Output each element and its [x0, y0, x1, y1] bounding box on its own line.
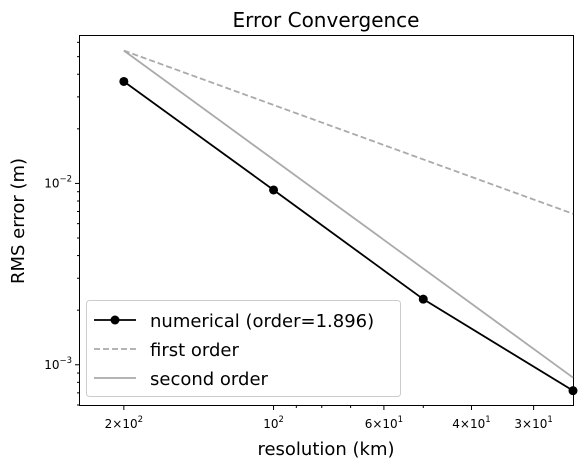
- legend-marker-numerical: [110, 315, 120, 325]
- legend-label-first-order: first order: [150, 340, 239, 361]
- legend-label-numerical: numerical (order=1.896): [150, 311, 374, 332]
- data-point: [568, 386, 578, 396]
- chart-title: Error Convergence: [233, 8, 420, 32]
- y-axis-ticks: 10−2 10−3: [44, 41, 80, 406]
- tick-label: 3×101: [514, 415, 552, 431]
- x-axis-ticks: 2×102 102 6×101 4×101 3×101: [105, 405, 553, 431]
- data-point: [119, 76, 129, 86]
- tick-label: 10−3: [44, 356, 72, 372]
- data-point: [418, 294, 428, 304]
- data-point: [269, 185, 279, 195]
- legend-label-second-order: second order: [150, 369, 269, 390]
- legend-box: [86, 300, 401, 397]
- tick-label: 6×101: [365, 415, 403, 431]
- x-axis-label: resolution (km): [257, 439, 394, 460]
- tick-label: 102: [263, 415, 284, 431]
- series-line-second-order: [123, 49, 574, 379]
- tick-label: 4×101: [452, 415, 490, 431]
- series-line-numerical-order-1-896: [123, 80, 574, 392]
- series-line-first-order: [123, 49, 574, 215]
- series-layer: [119, 49, 578, 396]
- legend: numerical (order=1.896) first order seco…: [86, 300, 401, 397]
- tick-label: 2×102: [105, 415, 143, 431]
- y-axis-label: RMS error (m): [8, 158, 29, 284]
- plot-area-frame: [79, 35, 574, 406]
- tick-label: 10−2: [44, 174, 72, 190]
